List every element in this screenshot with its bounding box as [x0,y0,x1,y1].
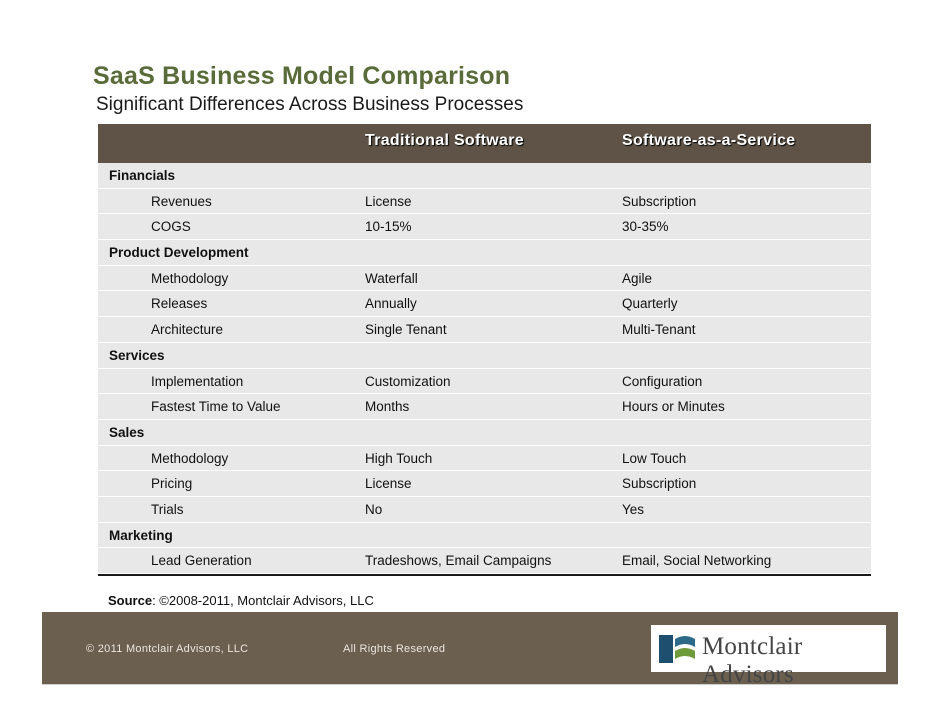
header-traditional: Traditional Software [365,132,524,149]
traditional-value: Single Tenant [365,322,447,338]
row-label: Methodology [151,450,229,466]
traditional-value: Tradeshows, Email Campaigns [365,553,552,569]
footer-rights: All Rights Reserved [343,643,446,655]
saas-value: Multi-Tenant [622,322,696,338]
traditional-value: Annually [365,296,417,312]
category-row: Sales [98,419,871,446]
saas-value: Yes [622,501,645,517]
source-text: : ©2008-2011, Montclair Advisors, LLC [152,593,374,608]
source-label: Source [108,593,153,608]
saas-value: Agile [622,270,653,286]
saas-value: Subscription [622,476,697,492]
traditional-value: 10-15% [365,219,412,235]
saas-value: Hours or Minutes [622,399,725,415]
footer-shadow [42,684,898,685]
traditional-value: No [365,501,383,517]
category-row: Financials [98,163,871,189]
saas-value: 30-35% [622,219,669,235]
header-saas: Software-as-a-Service [622,132,796,149]
footer-bar: © 2011 Montclair Advisors, LLC All Right… [42,612,898,688]
traditional-value: License [365,476,412,492]
comparison-table: Traditional Software Software-as-a-Servi… [98,124,871,576]
traditional-value: Waterfall [365,270,418,286]
table-bottom-rule [98,574,871,576]
row-label: Implementation [151,373,244,389]
category-row: Services [98,342,871,369]
table-row: Revenues License Subscription [98,188,871,215]
table-row: Fastest Time to Value Months Hours or Minu… [98,394,871,420]
row-label: COGS [151,219,191,235]
source-note: Source: ©2008-2011, Montclair Advisors, … [108,593,374,608]
saas-value: Low Touch [622,450,687,466]
page-title: SaaS Business Model Comparison [93,62,511,90]
row-label: Pricing [151,476,193,492]
saas-value: Email, Social Networking [622,553,772,569]
row-label: Revenues [151,193,212,209]
traditional-value: Customization [365,373,451,389]
table-row: Implementation Customization Configuration [98,368,871,395]
table-row: Architecture Single Tenant Multi-Tenant [98,317,871,343]
row-label: Architecture [151,322,224,338]
row-label: Lead Generation [151,553,252,569]
company-logo: Montclair Advisors [651,625,886,688]
row-label: Trials [151,501,184,517]
row-label: Methodology [151,270,229,286]
table-row: Pricing License Subscription [98,471,871,497]
table-header: Traditional Software Software-as-a-Servi… [98,124,871,163]
category-label: Product Development [109,245,249,261]
table-row: Releases Annually Quarterly [98,291,871,318]
table-row: Methodology High Touch Low Touch [98,445,871,472]
table-row: Trials No Yes [98,496,871,523]
category-label: Sales [109,424,145,440]
category-row: Marketing [98,522,871,549]
traditional-value: License [365,193,412,209]
table-row: COGS 10-15% 30-35% [98,214,871,241]
page-subtitle: Significant Differences Across Business … [96,94,524,115]
table-row: Methodology Waterfall Agile [98,265,871,292]
logo-text: Montclair Advisors [702,633,803,688]
category-label: Marketing [109,527,173,543]
category-label: Services [109,347,165,363]
saas-value: Quarterly [622,296,678,312]
row-label: Releases [151,296,208,312]
category-label: Financials [109,168,176,183]
footer-copyright: © 2011 Montclair Advisors, LLC [86,643,249,655]
traditional-value: Months [365,399,410,415]
table-row: Lead Generation Tradeshows, Email Campaig… [98,548,871,574]
saas-value: Configuration [622,373,703,389]
row-label: Fastest Time to Value [151,399,281,415]
category-row: Product Development [98,240,871,266]
traditional-value: High Touch [365,450,433,466]
saas-value: Subscription [622,193,697,209]
logo-mark-icon [659,635,695,663]
table-body: Financials Revenues License Subscription COG… [98,163,871,574]
